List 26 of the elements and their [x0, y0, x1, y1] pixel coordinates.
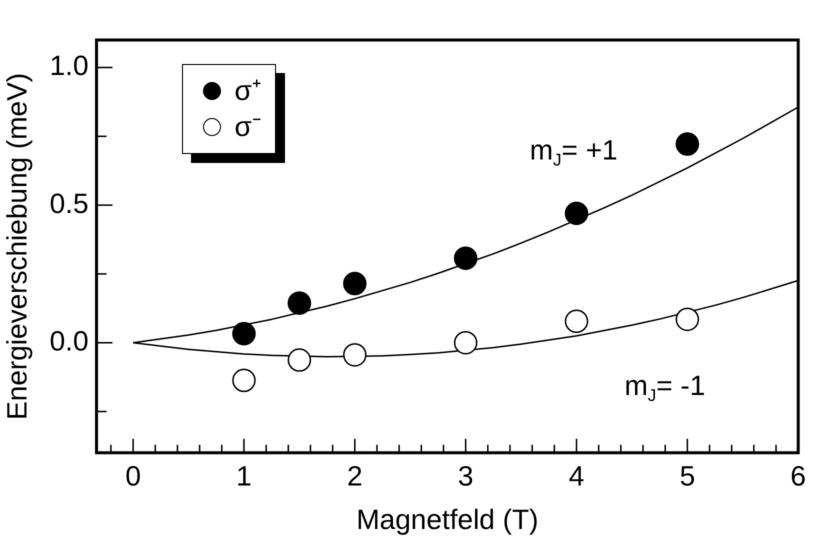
x-tick-label: 6 [790, 460, 806, 492]
x-tick-label: 1 [236, 460, 252, 492]
x-tick-label: 0 [125, 460, 141, 492]
point [454, 246, 478, 270]
point [232, 322, 256, 346]
legend-label: σ⁺ [234, 74, 261, 108]
point [232, 368, 256, 392]
x-tick-label: 2 [347, 460, 363, 492]
point [454, 330, 478, 354]
x-tick-label: 4 [568, 460, 584, 492]
point [676, 308, 700, 332]
point [343, 343, 367, 367]
y-tick-label: 0.0 [50, 325, 89, 356]
legend-label: σ⁻ [234, 110, 261, 144]
x-tick-label: 5 [680, 460, 696, 492]
point [288, 348, 312, 372]
point [343, 272, 367, 296]
point [288, 291, 312, 315]
x-tick-label: 3 [458, 460, 474, 492]
y-tick-label: 1.0 [50, 50, 89, 82]
y-tick-label: 0.5 [50, 188, 89, 219]
y-axis-title: Energieverschiebung (meV) [2, 72, 33, 420]
point [676, 132, 700, 156]
x-axis-title: Magnetfeld (T) [356, 504, 538, 535]
point [564, 310, 588, 334]
point [564, 202, 588, 226]
